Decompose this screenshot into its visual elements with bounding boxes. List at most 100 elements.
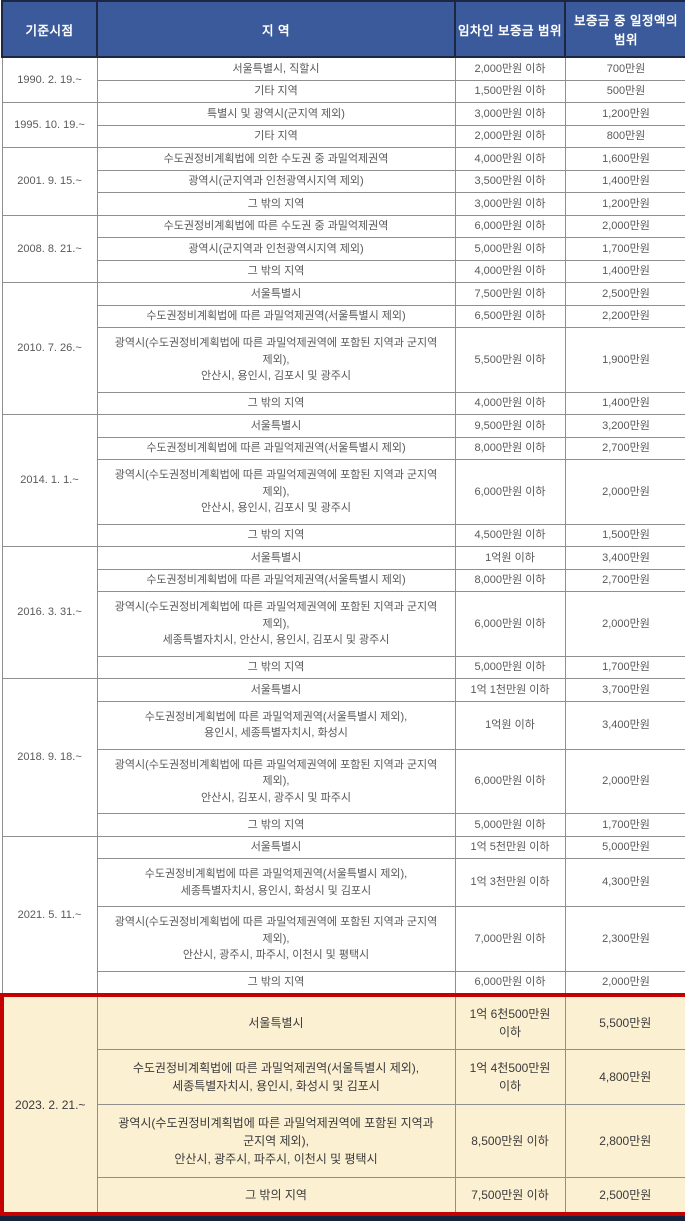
protected-amount-cell: 800만원: [564, 124, 685, 148]
deposit-range-cell: 8,500만원 이하: [454, 1104, 566, 1178]
protected-amount-cell: 700만원: [564, 56, 685, 81]
table-row: 2010. 7. 26.~ 서울특별시 7,500만원 이하 2,500만원: [1, 282, 685, 415]
deposit-range-cell: 7,500만원 이하: [454, 1177, 566, 1215]
region-cell: 서울특별시: [96, 282, 456, 306]
deposit-range-cell: 3,000만원 이하: [454, 102, 566, 126]
table-row: 2016. 3. 31.~ 서울특별시 1억원 이하 3,400만원: [1, 546, 685, 679]
region-cell: 서울특별시: [96, 414, 456, 438]
period-cell: 2010. 7. 26.~: [1, 282, 98, 415]
protected-amount-cell: 2,500만원: [564, 282, 685, 306]
period-cell: 2023. 2. 21.~: [1, 994, 98, 1215]
table-row: 2021. 5. 11.~ 서울특별시 1억 5천만원 이하 5,000만원: [1, 835, 685, 996]
deposit-range-cell: 8,000만원 이하: [454, 436, 566, 460]
table-row: 그 밖의 지역 3,000만원 이하 1,200만원: [2, 192, 685, 216]
table-row: 수도권정비계획법에 따른 과밀억제권역(서울특별시 제외) 8,000만원 이하 2…: [2, 568, 685, 592]
protected-amount-cell: 1,400만원: [564, 259, 685, 283]
protected-amount-cell: 4,800만원: [564, 1049, 685, 1105]
table-row: 수도권정비계획법에 따른 과밀억제권역(서울특별시 제외), 세종특별자치시, …: [2, 1049, 685, 1105]
region-cell: 그 밖의 지역: [96, 523, 456, 547]
deposit-range-cell: 4,000만원 이하: [454, 259, 566, 283]
protected-amount-cell: 1,400만원: [564, 391, 685, 415]
column-header-period: 기준시점: [1, 0, 98, 58]
period-section: 2018. 9. 18.~ 서울특별시 1억 1천만원 이하 3,700만원 수도권정비…: [1, 678, 685, 837]
protected-amount-cell: 500만원: [564, 79, 685, 103]
deposit-range-cell: 1억 3천만원 이하: [454, 858, 566, 907]
period-cell: 1990. 2. 19.~: [1, 56, 98, 103]
table-row: 광역시(수도권정비계획법에 따른 과밀억제권역에 포함된 지역과 군지역 제외)…: [2, 327, 685, 393]
protected-amount-cell: 2,700만원: [564, 568, 685, 592]
table-row: 2018. 9. 18.~ 서울특별시 1억 1천만원 이하 3,700만원: [1, 678, 685, 837]
region-cell: 서울특별시: [96, 835, 456, 859]
table-row: 그 밖의 지역 5,000만원 이하 1,700만원: [2, 655, 685, 679]
protected-amount-cell: 2,500만원: [564, 1177, 685, 1215]
deposit-range-cell: 1억 1천만원 이하: [454, 678, 566, 702]
period-section: 2021. 5. 11.~ 서울특별시 1억 5천만원 이하 5,000만원 수도권정비…: [1, 835, 685, 996]
period-cell: 2016. 3. 31.~: [1, 546, 98, 679]
region-cell: 그 밖의 지역: [96, 813, 456, 837]
deposit-range-cell: 6,000만원 이하: [454, 459, 566, 525]
table-row: 기타 지역 2,000만원 이하 800만원: [2, 124, 685, 148]
period-section: 1995. 10. 19.~ 특별시 및 광역시(군지역 제외) 3,000만원 이…: [1, 102, 685, 148]
table-row: 수도권정비계획법에 따른 과밀억제권역(서울특별시 제외) 8,000만원 이하 2…: [2, 436, 685, 460]
period-section: 2014. 1. 1.~ 서울특별시 9,500만원 이하 3,200만원 수도권정비계…: [1, 414, 685, 547]
table-row: 광역시(수도권정비계획법에 따른 과밀억제권역에 포함된 지역과 군지역 제외)…: [2, 748, 685, 814]
region-cell: 광역시(군지역과 인천광역시지역 제외): [96, 237, 456, 261]
table-header: 기준시점 지 역 임차인 보증금 범위 보증금 중 일정액의 범위: [1, 0, 685, 58]
table-row: 그 밖의 지역 7,500만원 이하 2,500만원: [2, 1177, 685, 1215]
table-row: 2023. 2. 21.~ 서울특별시 1억 6천500만원 이하 5,500만원: [1, 994, 685, 1215]
period-cell: 2021. 5. 11.~: [1, 835, 98, 996]
deposit-range-cell: 6,000만원 이하: [454, 214, 566, 238]
table-row: 1995. 10. 19.~ 특별시 및 광역시(군지역 제외) 3,000만원 이…: [1, 102, 685, 148]
deposit-range-cell: 5,000만원 이하: [454, 237, 566, 261]
region-cell: 그 밖의 지역: [96, 1177, 456, 1215]
table-row: 그 밖의 지역 6,000만원 이하 2,000만원: [2, 970, 685, 996]
table-row: 광역시(수도권정비계획법에 따른 과밀억제권역에 포함된 지역과 군지역 제외)…: [2, 591, 685, 657]
deposit-range-cell: 1,500만원 이하: [454, 79, 566, 103]
protected-amount-cell: 2,000만원: [564, 970, 685, 996]
region-cell: 광역시(군지역과 인천광역시지역 제외): [96, 169, 456, 193]
period-section: 2023. 2. 21.~ 서울특별시 1억 6천500만원 이하 5,500만원 수도…: [1, 994, 685, 1215]
table-row: 광역시(수도권정비계획법에 따른 과밀억제권역에 포함된 지역과 군지역 제외)…: [2, 459, 685, 525]
table-row: 1990. 2. 19.~ 서울특별시, 직할시 2,000만원 이하 700만원: [1, 56, 685, 103]
table-row: 2014. 1. 1.~ 서울특별시 9,500만원 이하 3,200만원: [1, 414, 685, 547]
column-header-protected-amount: 보증금 중 일정액의 범위: [564, 0, 685, 58]
period-cell: 2001. 9. 15.~: [1, 147, 98, 216]
deposit-range-cell: 1억 4천500만원 이하: [454, 1049, 566, 1105]
region-cell: 수도권정비계획법에 의한 수도권 중 과밀억제권역: [96, 147, 456, 171]
table-row: 광역시(군지역과 인천광역시지역 제외) 5,000만원 이하 1,700만원: [2, 237, 685, 261]
table-row: 2008. 8. 21.~ 수도권정비계획법에 따른 수도권 중 과밀억제권역 6,…: [1, 214, 685, 283]
region-cell: 기타 지역: [96, 124, 456, 148]
deposit-range-cell: 6,500만원 이하: [454, 304, 566, 328]
period-cell: 2008. 8. 21.~: [1, 214, 98, 283]
table-row: 2001. 9. 15.~ 수도권정비계획법에 의한 수도권 중 과밀억제권역 4,…: [1, 147, 685, 216]
table-row: 수도권정비계획법에 따른 과밀억제권역(서울특별시 제외), 용인시, 세종특별…: [2, 700, 685, 750]
protected-amount-cell: 3,200만원: [564, 414, 685, 438]
period-section: 2001. 9. 15.~ 수도권정비계획법에 의한 수도권 중 과밀억제권역 4,…: [1, 147, 685, 216]
deposit-range-cell: 4,000만원 이하: [454, 391, 566, 415]
region-cell: 광역시(수도권정비계획법에 따른 과밀억제권역에 포함된 지역과 군지역 제외)…: [96, 1104, 456, 1178]
region-cell: 서울특별시: [96, 994, 456, 1050]
deposit-range-cell: 6,000만원 이하: [454, 970, 566, 996]
deposit-range-cell: 2,000만원 이하: [454, 124, 566, 148]
region-cell: 광역시(수도권정비계획법에 따른 과밀억제권역에 포함된 지역과 군지역 제외)…: [96, 327, 456, 393]
protected-amount-cell: 1,200만원: [564, 192, 685, 216]
table-row: 그 밖의 지역 4,000만원 이하 1,400만원: [2, 391, 685, 415]
deposit-range-cell: 8,000만원 이하: [454, 568, 566, 592]
protected-amount-cell: 3,400만원: [564, 546, 685, 570]
region-cell: 그 밖의 지역: [96, 655, 456, 679]
period-cell: 2014. 1. 1.~: [1, 414, 98, 547]
deposit-range-cell: 3,000만원 이하: [454, 192, 566, 216]
table-row: 기타 지역 1,500만원 이하 500만원: [2, 79, 685, 103]
region-cell: 그 밖의 지역: [96, 192, 456, 216]
protected-amount-cell: 2,000만원: [564, 459, 685, 525]
region-cell: 특별시 및 광역시(군지역 제외): [96, 102, 456, 126]
deposit-range-cell: 1억원 이하: [454, 700, 566, 750]
protected-amount-cell: 2,800만원: [564, 1104, 685, 1178]
deposit-range-cell: 1억 5천만원 이하: [454, 835, 566, 859]
deposit-range-cell: 5,500만원 이하: [454, 327, 566, 393]
deposit-range-cell: 4,500만원 이하: [454, 523, 566, 547]
region-cell: 그 밖의 지역: [96, 970, 456, 996]
protected-amount-cell: 2,000만원: [564, 214, 685, 238]
protected-amount-cell: 5,000만원: [564, 835, 685, 859]
region-cell: 그 밖의 지역: [96, 259, 456, 283]
